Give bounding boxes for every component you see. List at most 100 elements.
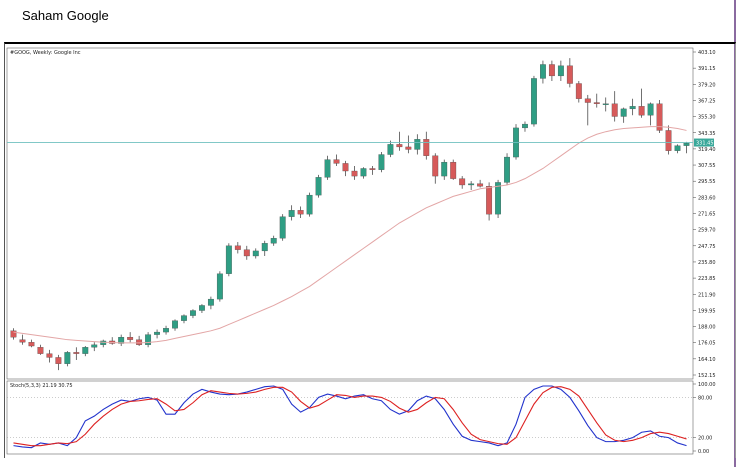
- price-axis-label: 247.75: [698, 244, 716, 250]
- candlestick: [548, 60, 555, 81]
- candlestick: [46, 349, 53, 363]
- moving-average-line: [13, 126, 687, 344]
- candlestick: [279, 214, 286, 241]
- candle-body-bull: [441, 161, 448, 177]
- candle-body-bull: [324, 159, 331, 178]
- candle-body-bull: [495, 182, 501, 215]
- candle-body-bear: [575, 83, 582, 99]
- candle-body-bear: [28, 342, 35, 347]
- candle-body-bull: [181, 315, 187, 321]
- candlestick: [683, 141, 690, 154]
- candlestick: [306, 192, 313, 217]
- candlestick: [315, 174, 322, 198]
- candle-body-bear: [477, 183, 484, 187]
- candlestick: [504, 153, 510, 185]
- candle-body-bull: [522, 123, 528, 129]
- price-chart-title: #GOOG, Weekly: Google Inc: [10, 50, 81, 56]
- price-axis-label: 283.60: [698, 195, 716, 201]
- candlestick: [602, 97, 609, 112]
- candlestick: [163, 325, 169, 335]
- candle-body-bear: [423, 139, 430, 156]
- stochastic-panel: 100.00 80.00 20.00 0.00 Stoch(5,3,3) 21.19 3…: [6, 380, 716, 455]
- candlestick: [109, 337, 116, 345]
- candle-body-bull: [360, 168, 367, 177]
- candlestick: [414, 134, 421, 155]
- candlestick: [486, 182, 493, 221]
- candlestick: [199, 304, 205, 314]
- candle-body-bear: [136, 339, 143, 345]
- candlestick: [333, 154, 340, 166]
- candlestick: [145, 332, 152, 348]
- candlestick: [387, 140, 394, 158]
- candlestick: [656, 99, 663, 133]
- candlestick: [127, 332, 134, 343]
- candle-body-bear: [10, 330, 17, 338]
- price-axis-label: 307.55: [698, 163, 716, 169]
- candle-body-bear: [342, 163, 349, 172]
- candlestick: [28, 339, 35, 348]
- candlestick: [342, 160, 349, 177]
- candlestick: [647, 102, 654, 126]
- candle-body-bear: [19, 339, 26, 343]
- candle-body-bear: [405, 146, 412, 150]
- candlestick: [513, 124, 519, 160]
- candle-body-bear: [37, 347, 44, 354]
- candle-body-bull: [288, 210, 295, 217]
- candlestick: [531, 75, 537, 127]
- price-panel: 403.10 391.15 379.20 367.25 355.30 343.35 319.…: [6, 47, 716, 380]
- candle-body-bear: [611, 103, 618, 117]
- candle-body-bear: [638, 106, 645, 116]
- candlestick: [73, 347, 80, 360]
- candlestick: [10, 328, 17, 340]
- candle-body-bear: [351, 170, 358, 177]
- price-axis-label: 319.40: [698, 147, 716, 153]
- candlestick: [629, 98, 636, 116]
- candle-body-bear: [297, 210, 304, 215]
- stochastic-axis-label: 80.00: [698, 395, 712, 401]
- price-axis-label: 223.85: [698, 276, 716, 282]
- candle-body-bull: [82, 347, 89, 354]
- candlestick: [557, 60, 564, 81]
- candlestick: [638, 88, 645, 118]
- candle-body-bull: [414, 139, 421, 150]
- chart-canvas[interactable]: 403.10 391.15 379.20 367.25 355.30 343.35 319.…: [5, 44, 735, 458]
- candlestick: [584, 94, 591, 126]
- candlestick: [181, 314, 187, 324]
- candlestick: [441, 159, 448, 180]
- candle-body-bull: [315, 177, 322, 196]
- current-price-tag: [694, 138, 714, 147]
- candlestick: [234, 242, 241, 254]
- candle-body-bull: [118, 336, 125, 344]
- candle-body-bull: [163, 328, 169, 333]
- candle-body-bull: [172, 320, 178, 329]
- candlestick: [64, 351, 71, 367]
- price-axis-label: 199.95: [698, 308, 716, 314]
- candle-body-bear: [665, 130, 672, 151]
- candlestick: [82, 346, 89, 357]
- candlestick: [620, 107, 627, 123]
- candle-body-bear: [584, 98, 591, 103]
- candlestick: [136, 335, 143, 347]
- candle-body-bull: [207, 298, 214, 306]
- candle-body-bull: [674, 145, 681, 151]
- price-axis-label: 271.65: [698, 212, 716, 218]
- candle-body-bull: [468, 183, 475, 186]
- price-axis-label: 295.55: [698, 179, 716, 185]
- candle-body-bull: [557, 65, 564, 77]
- candle-body-bull: [261, 243, 268, 252]
- candle-body-bull: [647, 103, 654, 116]
- candle-body-bull: [387, 144, 394, 155]
- stochastic-d-line: [13, 386, 687, 447]
- candlestick: [423, 131, 430, 160]
- candlestick: [261, 240, 268, 256]
- stochastic-k-line: [13, 385, 687, 449]
- candle-body-bear: [396, 144, 403, 148]
- candle-body-bull: [531, 78, 537, 125]
- stochastic-axis-label: 20.00: [698, 436, 712, 442]
- candle-body-bull: [64, 352, 71, 364]
- stochastic-axis-label: 100.00: [698, 382, 716, 388]
- candlestick: [575, 80, 582, 103]
- price-axis-label: 355.30: [698, 115, 716, 121]
- candle-body-bear: [127, 336, 134, 340]
- price-axis-label: 164.10: [698, 357, 716, 363]
